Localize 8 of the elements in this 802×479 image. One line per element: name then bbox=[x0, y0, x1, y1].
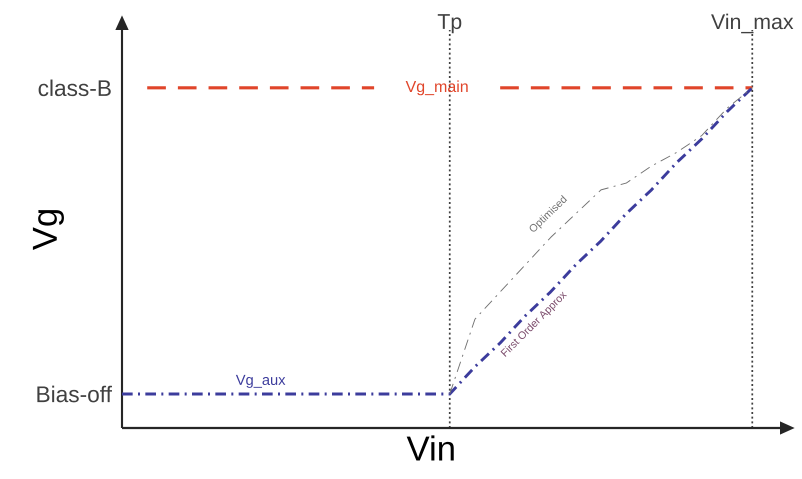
y-axis-title: Vg bbox=[32, 210, 64, 250]
series-label: Vg_aux bbox=[236, 374, 286, 388]
x-tick-label: Tp bbox=[438, 14, 462, 34]
x-tick-label: Vin_max bbox=[711, 14, 794, 34]
text: class-B bbox=[38, 80, 111, 96]
text: Bias-off bbox=[37, 386, 112, 402]
series-label: Vg_main bbox=[406, 80, 468, 96]
x-axis-title: Vin bbox=[406, 435, 454, 460]
